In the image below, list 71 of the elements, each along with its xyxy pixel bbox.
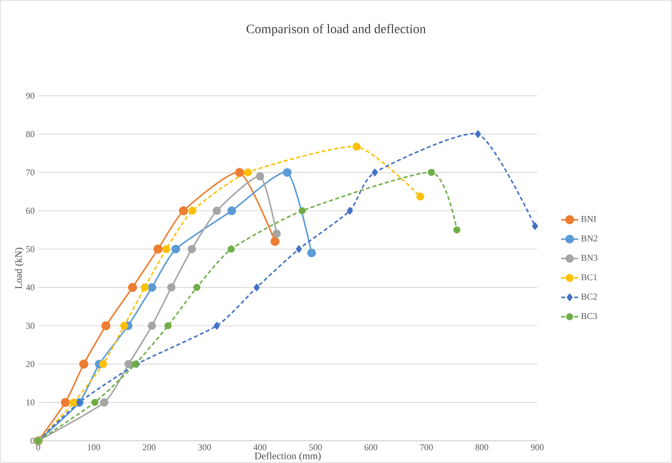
- point: [228, 246, 235, 253]
- point: [188, 244, 196, 254]
- point: [178, 206, 188, 216]
- point: [70, 398, 78, 406]
- x-tick-label: 300: [198, 444, 211, 450]
- point: [99, 360, 108, 368]
- x-axis-title: Deflection (mm): [254, 452, 321, 462]
- point: [164, 322, 172, 330]
- point: [60, 398, 70, 407]
- legend-label: BC1: [581, 274, 597, 280]
- point: [352, 142, 360, 151]
- legend-label: BC3: [581, 313, 598, 320]
- legend-label: BN3: [581, 254, 598, 261]
- x-tick-label: 900: [530, 444, 544, 450]
- x-tick-label: 700: [420, 444, 433, 450]
- point: [532, 222, 538, 230]
- chart-title: Comparison of load and deflection: [246, 24, 426, 36]
- point: [193, 284, 200, 291]
- point: [270, 236, 280, 246]
- y-tick-label: 90: [26, 92, 34, 99]
- point: [453, 226, 460, 234]
- point: [162, 245, 170, 254]
- x-tick-label: 600: [364, 444, 378, 450]
- x-tick-label: 500: [309, 444, 322, 450]
- point: [474, 130, 481, 138]
- point: [227, 206, 236, 216]
- x-tick-label: 400: [253, 444, 266, 450]
- y-tick-label: 80: [26, 131, 34, 138]
- y-tick-label: 20: [26, 361, 34, 368]
- point: [372, 168, 378, 176]
- x-tick-label: 100: [88, 444, 100, 450]
- point: [91, 398, 98, 406]
- point: [307, 248, 316, 258]
- point: [212, 206, 221, 215]
- point: [188, 206, 196, 215]
- point: [296, 245, 302, 253]
- legend-label: BNI: [581, 216, 596, 222]
- y-tick-label: 10: [26, 399, 34, 406]
- y-tick-label: 30: [26, 322, 34, 329]
- point: [256, 172, 264, 180]
- point: [244, 168, 252, 176]
- point: [140, 283, 149, 292]
- point: [128, 282, 138, 292]
- x-tick-label: 200: [142, 444, 156, 450]
- point: [234, 168, 244, 177]
- point: [298, 207, 306, 214]
- point: [346, 207, 353, 215]
- y-axis-title: Load (kN): [14, 248, 24, 289]
- y-tick-label: 70: [26, 169, 34, 176]
- point: [428, 168, 435, 176]
- point: [254, 284, 260, 292]
- point: [167, 283, 176, 292]
- point: [148, 283, 156, 292]
- point: [282, 168, 292, 177]
- point: [79, 360, 88, 369]
- point: [120, 322, 128, 330]
- point: [148, 322, 156, 330]
- point: [272, 230, 281, 238]
- point: [153, 244, 163, 254]
- y-tick-label: 40: [26, 284, 34, 290]
- point: [124, 360, 133, 368]
- y-tick-label: 60: [26, 208, 34, 214]
- point: [416, 192, 424, 201]
- y-tick-label: 50: [26, 246, 34, 252]
- x-tick-label: 800: [475, 444, 488, 450]
- legend-label: BC2: [581, 294, 597, 300]
- point: [100, 398, 108, 407]
- point: [171, 244, 180, 254]
- legend-label: BN2: [581, 235, 598, 242]
- point: [214, 322, 220, 330]
- point: [101, 321, 110, 330]
